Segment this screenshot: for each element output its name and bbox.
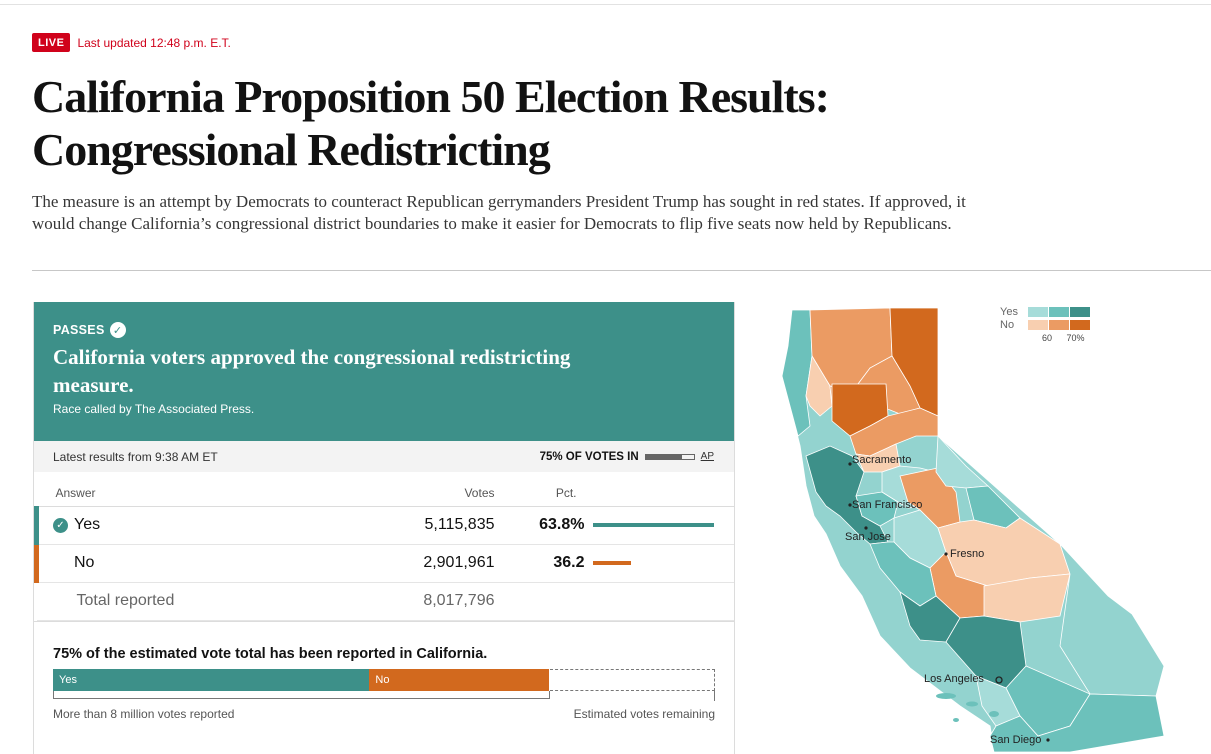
estimated-vote-title: 75% of the estimated vote total has been… xyxy=(53,645,488,662)
winner-check-icon: ✓ xyxy=(53,517,68,533)
results-card: PASSES ✓ California voters approved the … xyxy=(33,302,735,754)
legend-tick: 70% xyxy=(1066,333,1085,343)
estimated-vote-section: 75% of the estimated vote total has been… xyxy=(34,620,734,721)
legend-swatch xyxy=(1049,319,1069,330)
pct-yes: 63.8% xyxy=(494,506,585,545)
total-label: Total reported xyxy=(36,582,337,621)
bar-track-yes xyxy=(592,523,714,527)
city-dot xyxy=(864,526,868,530)
bar-track-no xyxy=(592,561,715,565)
california-county-map: Sacramento San Francisco San Jose Fresno… xyxy=(781,307,1165,753)
bar-no xyxy=(592,561,632,565)
answer-yes: Yes xyxy=(74,516,101,533)
legend-swatch xyxy=(1070,306,1090,317)
votes-in-meter xyxy=(644,453,695,460)
legend-tick: 60 xyxy=(1042,333,1053,343)
total-votes: 8,017,796 xyxy=(336,582,495,621)
legend-yes-label: Yes xyxy=(1000,305,1018,318)
island xyxy=(953,718,959,722)
last-updated: Last updated 12:48 p.m. E.T. xyxy=(77,35,231,50)
reported-label: More than 8 million votes reported xyxy=(53,706,235,721)
answer-cell: ✓ Yes xyxy=(34,506,337,545)
island xyxy=(936,693,956,699)
estimated-bar-remaining xyxy=(549,668,715,691)
remaining-tick xyxy=(714,690,715,701)
remaining-label: Estimated votes remaining xyxy=(573,706,715,721)
estimated-vote-bar: Yes No xyxy=(53,668,715,691)
column-header-answer: Answer xyxy=(36,480,337,507)
city-label-los-angeles: Los Angeles xyxy=(924,673,984,685)
column-header-pct: Pct. xyxy=(494,480,585,507)
race-call-credit: Race called by The Associated Press. xyxy=(53,402,255,416)
legend-swatch xyxy=(1049,306,1069,317)
live-row: LIVE Last updated 12:48 p.m. E.T. xyxy=(32,33,231,52)
reported-bracket xyxy=(53,690,550,699)
status-label: PASSES xyxy=(53,323,105,337)
estimated-bar-no: No xyxy=(369,668,550,691)
county-region xyxy=(935,435,989,489)
city-dot xyxy=(995,676,1003,684)
map-legend: Yes No 60 70% xyxy=(1000,305,1097,343)
live-badge: LIVE xyxy=(32,33,71,52)
results-table: Answer Votes Pct. ✓ Yes 5,115,835 63.8% xyxy=(34,480,734,621)
table-row: Total reported 8,017,796 xyxy=(36,582,734,621)
table-row: No 2,901,961 36.2 xyxy=(34,544,734,583)
estimated-bar-ticks xyxy=(53,690,715,703)
county-region xyxy=(869,541,937,607)
bar-cell xyxy=(584,544,734,583)
ap-source-link[interactable]: AP xyxy=(700,451,714,462)
city-label-san-francisco: San Francisco xyxy=(852,499,922,511)
latest-results-bar: Latest results from 9:38 AM ET 75% OF VO… xyxy=(34,441,734,472)
bar-yes xyxy=(592,523,714,527)
city-dot xyxy=(1046,738,1050,742)
check-icon: ✓ xyxy=(109,322,126,338)
legend-ticks: 60 70% xyxy=(1042,333,1097,343)
table-row: ✓ Yes 5,115,835 63.8% xyxy=(34,506,734,545)
estimated-bar-labels: More than 8 million votes reported Estim… xyxy=(53,707,715,721)
legend-swatch xyxy=(1028,319,1048,330)
latest-results-time: Latest results from 9:38 AM ET xyxy=(53,449,218,464)
city-label-fresno: Fresno xyxy=(950,548,984,560)
votes-in-label: 75% OF VOTES IN xyxy=(539,450,639,463)
answer-no: No xyxy=(74,554,95,571)
city-dot xyxy=(848,462,852,466)
answer-cell: No xyxy=(34,544,337,583)
pct-no: 36.2 xyxy=(494,544,585,583)
divider xyxy=(32,270,1211,271)
city-label-san-jose: San Jose xyxy=(845,531,891,543)
county-region xyxy=(989,693,1165,753)
headline-line-2: Congressional Redistricting xyxy=(32,124,551,175)
page-title: California Proposition 50 Election Resul… xyxy=(32,70,932,176)
article-summary: The measure is an attempt by Democrats t… xyxy=(32,192,966,233)
legend-no-label: No xyxy=(1000,318,1015,331)
status-badge: PASSES ✓ xyxy=(53,322,714,338)
column-header-bar xyxy=(584,480,734,507)
island xyxy=(966,701,978,707)
bar-cell xyxy=(584,506,734,545)
results-card-header: PASSES ✓ California voters approved the … xyxy=(34,302,734,441)
city-label-san-diego: San Diego xyxy=(990,734,1041,746)
legend-swatch xyxy=(1070,319,1090,330)
city-label-sacramento: Sacramento xyxy=(852,454,911,466)
votes-in-indicator: 75% OF VOTES IN AP xyxy=(540,451,714,463)
city-dot xyxy=(848,503,852,507)
island xyxy=(989,711,999,717)
votes-in-meter-fill xyxy=(645,454,682,459)
county-region xyxy=(781,309,813,437)
column-header-votes: Votes xyxy=(336,480,495,507)
results-headline: California voters approved the congressi… xyxy=(53,345,571,397)
legend-row-yes: Yes xyxy=(1000,305,1097,318)
votes-yes: 5,115,835 xyxy=(336,506,495,545)
votes-no: 2,901,961 xyxy=(336,544,495,583)
city-dot xyxy=(944,552,948,556)
headline-line-1: California Proposition 50 Election Resul… xyxy=(32,71,830,122)
legend-swatch xyxy=(1028,306,1048,317)
top-rule xyxy=(0,4,1211,5)
legend-row-no: No xyxy=(1000,318,1097,331)
estimated-bar-yes: Yes xyxy=(53,668,370,691)
